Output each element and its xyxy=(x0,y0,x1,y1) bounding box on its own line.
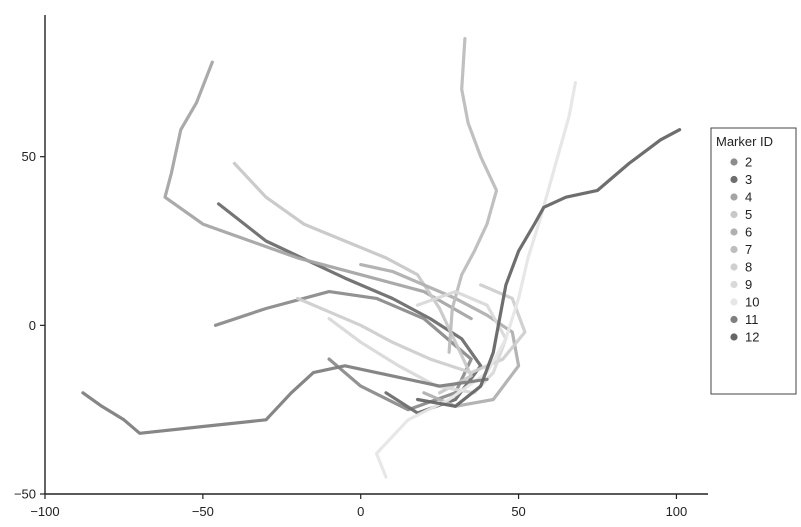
legend-items: 2 3 4 5 6 7 8 9 10 11 12 xyxy=(730,155,759,345)
series-line-10 xyxy=(374,80,577,479)
legend-swatch-4 xyxy=(730,193,738,201)
legend-label-11: 11 xyxy=(745,312,759,327)
y-tick-label: −50 xyxy=(14,487,36,502)
legend-label-8: 8 xyxy=(745,260,752,275)
series-line-4 xyxy=(163,60,473,321)
legend-swatch-9 xyxy=(730,280,738,289)
x-tick-label: 100 xyxy=(666,504,688,519)
ticks: −100 −50 0 50 100 −50 0 50 xyxy=(14,149,687,519)
x-tick-label: −100 xyxy=(30,504,59,519)
series-layer xyxy=(81,37,682,479)
series-line-12 xyxy=(415,128,682,408)
series-line-9 xyxy=(327,290,508,395)
legend-swatch-5 xyxy=(730,210,738,219)
legend-swatch-8 xyxy=(730,263,738,271)
series-line-11 xyxy=(81,364,489,435)
legend-label-9: 9 xyxy=(745,277,752,292)
legend-label-4: 4 xyxy=(745,190,752,205)
legend-label-3: 3 xyxy=(745,172,752,187)
series-line-5 xyxy=(232,161,473,395)
legend-swatch-7 xyxy=(730,245,738,254)
x-tick-label: 0 xyxy=(357,504,364,519)
legend-box xyxy=(710,127,797,395)
legend-label-10: 10 xyxy=(745,295,759,310)
legend-label-5: 5 xyxy=(745,207,752,222)
x-tick-label: −50 xyxy=(192,504,214,519)
y-tick-label: 0 xyxy=(29,318,36,333)
series-line-3 xyxy=(217,202,483,415)
legend-swatch-2 xyxy=(730,158,738,166)
legend-title: Marker ID xyxy=(716,134,773,149)
legend-swatch-11 xyxy=(730,315,738,324)
legend-swatch-3 xyxy=(730,175,738,184)
legend-swatch-12 xyxy=(730,333,738,341)
series-line-2 xyxy=(213,290,473,412)
legend-label-6: 6 xyxy=(745,225,752,240)
legend-label-7: 7 xyxy=(745,242,752,257)
x-tick-label: 50 xyxy=(511,504,525,519)
legend: Marker ID 2 3 4 5 6 7 8 9 10 11 12 xyxy=(710,127,797,395)
axes xyxy=(44,15,708,495)
y-tick-label: 50 xyxy=(22,149,36,164)
series-line-8 xyxy=(296,283,527,375)
legend-swatch-6 xyxy=(730,228,738,236)
legend-label-12: 12 xyxy=(745,330,759,345)
series-line-7 xyxy=(447,37,499,354)
legend-label-2: 2 xyxy=(745,155,752,170)
legend-swatch-10 xyxy=(730,298,738,306)
